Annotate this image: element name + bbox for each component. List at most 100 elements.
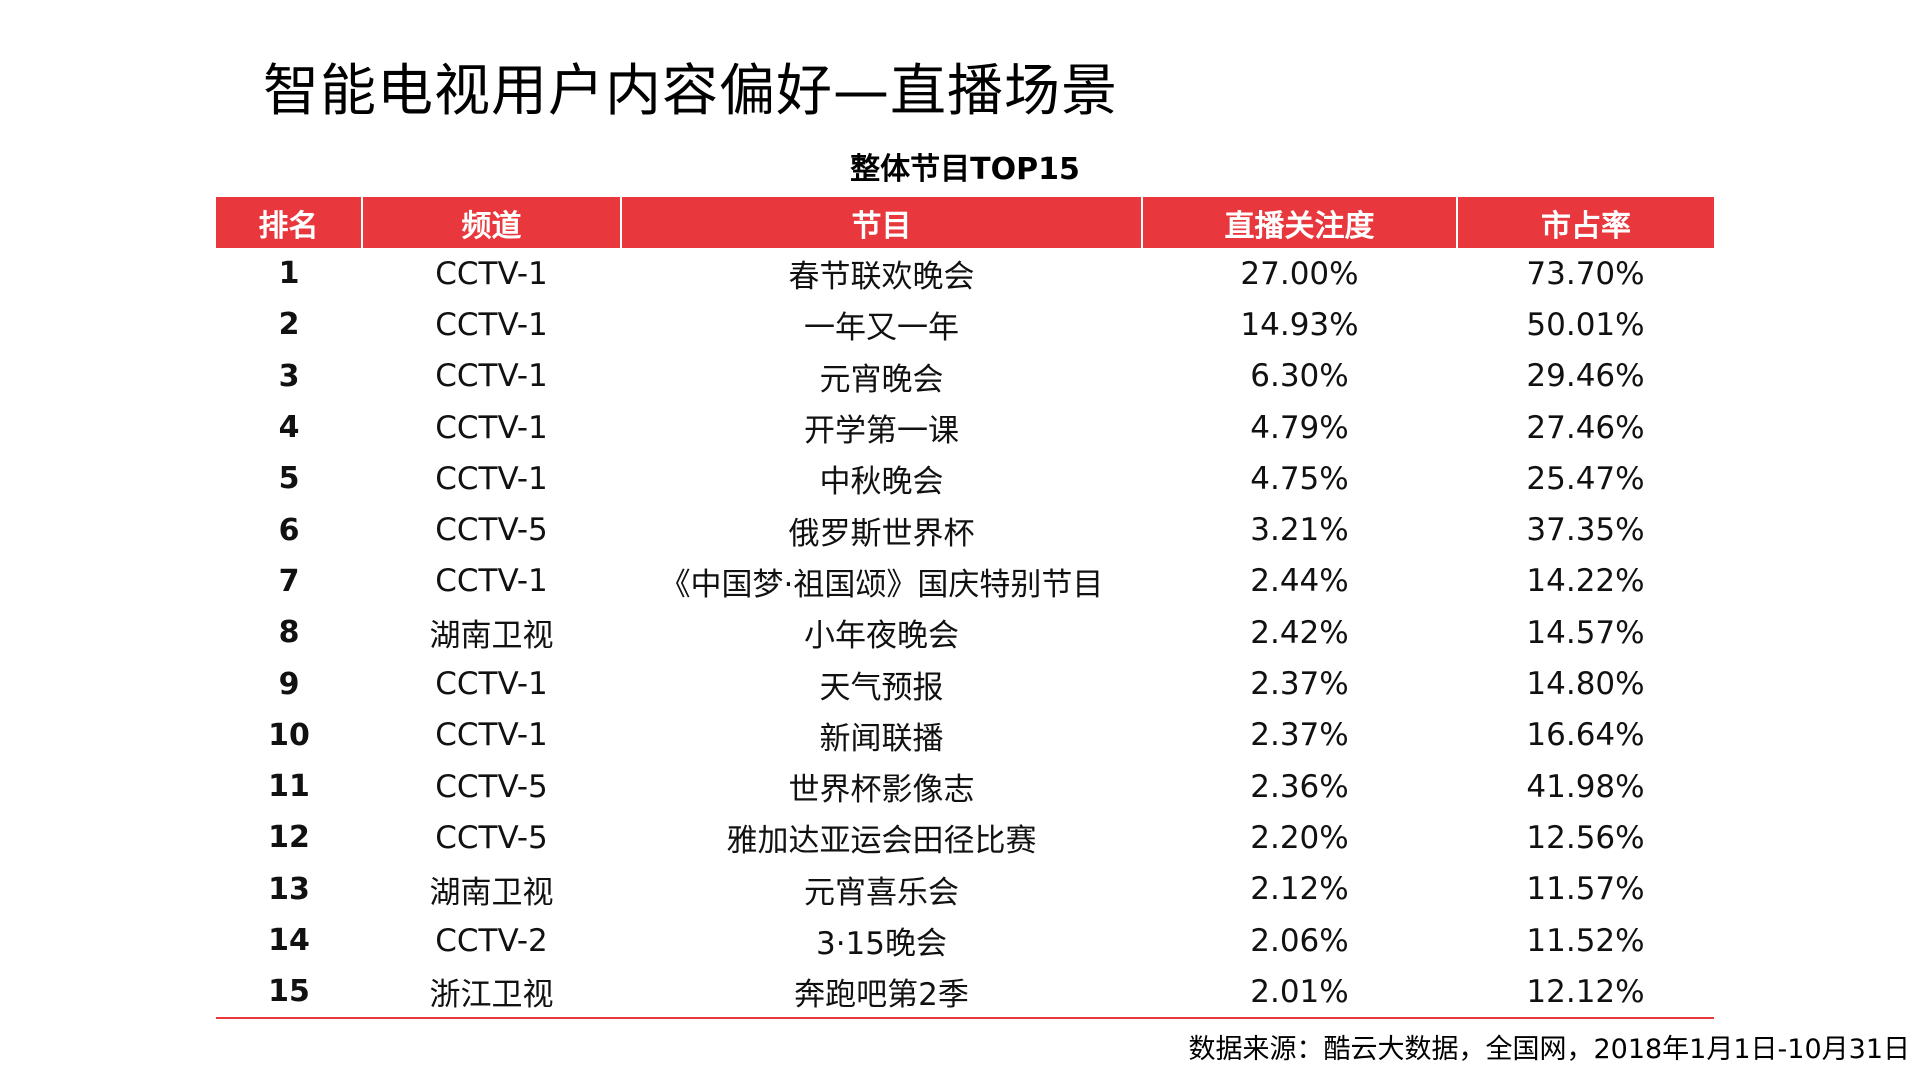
channel-cell: CCTV-1 — [435, 666, 548, 703]
data-source-note: 数据来源：酷云大数据，全国网，2018年1月1日-10月31日 — [1188, 1034, 1910, 1065]
program-cell: 3·15晚会 — [815, 926, 948, 962]
rank-cell: 14 — [268, 923, 310, 958]
attention-cell: 2.06% — [1250, 922, 1349, 959]
share-cell: 50.01% — [1526, 306, 1645, 343]
program-cell: 雅加达亚运会田径比赛 — [726, 823, 1037, 860]
channel-cell: CCTV-1 — [435, 306, 548, 343]
channel-cell: CCTV-2 — [435, 922, 548, 959]
channel-cell: CCTV-1 — [435, 460, 548, 497]
program-cell: 春节联欢晚会 — [788, 259, 975, 296]
attention-cell: 2.36% — [1250, 768, 1349, 805]
rank-cell: 11 — [268, 769, 310, 805]
share-cell: 14.22% — [1526, 563, 1645, 600]
attention-cell: 3.21% — [1250, 512, 1349, 549]
share-cell: 16.64% — [1526, 717, 1645, 754]
table-title: 整体节目TOP15 — [850, 152, 1080, 187]
program-cell: 中秋晚会 — [819, 464, 944, 501]
share-cell: 29.46% — [1526, 358, 1645, 395]
channel-cell: CCTV-1 — [435, 255, 548, 292]
column-header: 排名 — [216, 197, 363, 248]
rank-cell: 1 — [278, 256, 300, 292]
column-header: 直播关注度 — [1142, 197, 1458, 248]
table-row: 12 CCTV-5 雅加达亚运会田径比赛 2.20% 12.56% — [216, 812, 1714, 863]
attention-cell: 2.44% — [1250, 563, 1349, 600]
table-row: 4 CCTV-1 开学第一课 4.79% 27.46% — [216, 402, 1714, 453]
table-row: 5 CCTV-1 中秋晚会 4.75% 25.47% — [216, 453, 1714, 504]
top15-table: 排名 频道 节目 直播关注度 市占率 1 CCTV-1 春节联欢晚会 27.00% 73… — [216, 197, 1714, 1020]
channel-cell: CCTV-5 — [435, 512, 548, 549]
rank-cell: 7 — [278, 563, 300, 599]
attention-cell: 2.37% — [1250, 717, 1349, 754]
rank-cell: 2 — [278, 307, 300, 343]
table-row: 2 CCTV-1 一年又一年 14.93% 50.01% — [216, 299, 1714, 350]
rank-cell: 9 — [278, 666, 300, 702]
share-cell: 14.57% — [1526, 614, 1645, 651]
channel-cell: 湖南卫视 — [429, 874, 554, 911]
channel-cell: CCTV-5 — [435, 819, 548, 856]
attention-cell: 4.75% — [1250, 460, 1349, 497]
table-row: 1 CCTV-1 春节联欢晚会 27.00% 73.70% — [216, 248, 1714, 299]
share-cell: 11.57% — [1526, 871, 1645, 908]
table-row: 10 CCTV-1 新闻联播 2.37% 16.64% — [216, 710, 1714, 761]
channel-cell: CCTV-5 — [435, 768, 548, 805]
program-cell: 一年又一年 — [804, 310, 959, 347]
page-title: 智能电视用户内容偏好—直播场景 — [263, 59, 1118, 124]
table-row: 7 CCTV-1 《中国梦·祖国颂》国庆特别节目 2.44% 14.22% — [216, 556, 1714, 607]
program-cell: 奔跑吧第2季 — [621, 966, 1142, 1020]
column-header: 市占率 — [1457, 197, 1714, 248]
table-row: 11 CCTV-5 世界杯影像志 2.36% 41.98% — [216, 761, 1714, 812]
share-cell: 41.98% — [1526, 768, 1645, 805]
share-cell: 73.70% — [1526, 255, 1645, 292]
rank-cell: 8 — [278, 615, 300, 651]
table-row: 15 浙江卫视 奔跑吧第2季 2.01% 12.12% — [216, 966, 1714, 1020]
attention-cell: 2.42% — [1250, 614, 1349, 651]
rank-cell: 3 — [278, 358, 300, 394]
table-row: 8 湖南卫视 小年夜晚会 2.42% 14.57% — [216, 607, 1714, 658]
column-header: 频道 — [362, 197, 622, 248]
attention-cell: 2.01% — [1142, 966, 1457, 1020]
program-cell: 《中国梦·祖国颂》国庆特别节目 — [659, 566, 1104, 603]
column-header: 节目 — [621, 197, 1143, 248]
share-cell: 27.46% — [1526, 409, 1645, 446]
rank-cell: 12 — [268, 820, 310, 856]
program-cell: 俄罗斯世界杯 — [788, 515, 975, 552]
table-row: 13 湖南卫视 元宵喜乐会 2.12% 11.57% — [216, 864, 1714, 915]
program-cell: 世界杯影像志 — [788, 772, 975, 809]
program-cell: 开学第一课 — [804, 413, 959, 450]
rank-cell: 10 — [268, 717, 310, 753]
share-cell: 12.56% — [1526, 819, 1645, 856]
rank-cell: 15 — [216, 966, 362, 1020]
channel-cell: CCTV-1 — [435, 563, 548, 600]
table-row: 14 CCTV-2 3·15晚会 2.06% 11.52% — [216, 915, 1714, 966]
channel-cell: 湖南卫视 — [429, 618, 554, 655]
attention-cell: 2.12% — [1250, 871, 1349, 908]
program-cell: 小年夜晚会 — [804, 618, 959, 655]
attention-cell: 2.37% — [1250, 666, 1349, 703]
table-header-row: 排名 频道 节目 直播关注度 市占率 — [216, 197, 1714, 248]
program-cell: 新闻联播 — [819, 720, 944, 757]
channel-cell: CCTV-1 — [435, 358, 548, 395]
program-cell: 元宵喜乐会 — [804, 874, 959, 911]
share-cell: 25.47% — [1526, 460, 1645, 497]
rank-cell: 5 — [278, 461, 300, 497]
attention-cell: 2.20% — [1250, 819, 1349, 856]
table-row: 6 CCTV-5 俄罗斯世界杯 3.21% 37.35% — [216, 504, 1714, 555]
channel-cell: 浙江卫视 — [362, 966, 621, 1020]
attention-cell: 4.79% — [1250, 409, 1349, 446]
attention-cell: 27.00% — [1240, 255, 1359, 292]
share-cell: 12.12% — [1457, 966, 1714, 1020]
attention-cell: 14.93% — [1240, 306, 1359, 343]
program-cell: 元宵晚会 — [819, 361, 944, 398]
share-cell: 37.35% — [1526, 512, 1645, 549]
table-row: 9 CCTV-1 天气预报 2.37% 14.80% — [216, 658, 1714, 709]
program-cell: 天气预报 — [819, 669, 944, 706]
rank-cell: 6 — [278, 512, 300, 548]
share-cell: 11.52% — [1526, 922, 1645, 959]
table-body: 1 CCTV-1 春节联欢晚会 27.00% 73.70% 2 CCTV-1 一年又一年 14.… — [216, 248, 1714, 1020]
channel-cell: CCTV-1 — [435, 409, 548, 446]
table-row: 3 CCTV-1 元宵晚会 6.30% 29.46% — [216, 351, 1714, 402]
channel-cell: CCTV-1 — [435, 717, 548, 754]
attention-cell: 6.30% — [1250, 358, 1349, 395]
rank-cell: 4 — [278, 410, 300, 446]
share-cell: 14.80% — [1526, 666, 1645, 703]
